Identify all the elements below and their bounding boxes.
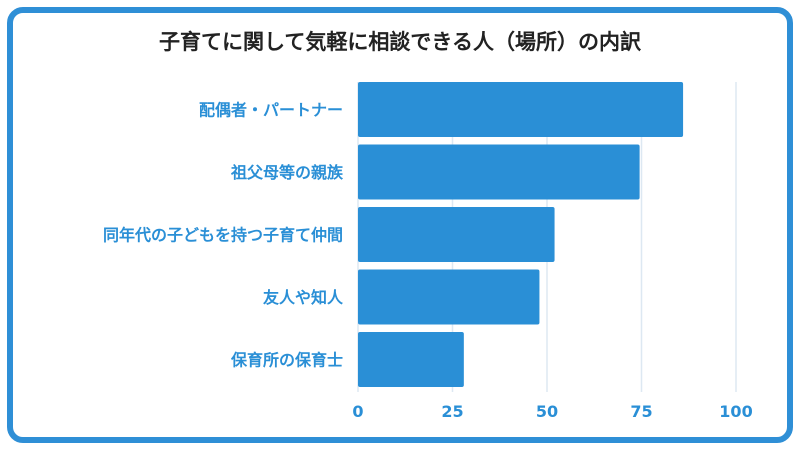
bar-4 — [358, 332, 464, 387]
x-tick-label: 25 — [441, 402, 463, 421]
category-label: 保育所の保育士 — [230, 351, 343, 370]
x-tick-label: 50 — [536, 402, 558, 421]
x-tick-label: 75 — [630, 402, 652, 421]
category-label: 同年代の子どもを持つ子育て仲間 — [103, 226, 343, 245]
bar-0 — [358, 82, 684, 137]
bar-3 — [358, 269, 540, 325]
category-label: 祖父母等の親族 — [230, 163, 344, 182]
category-label: 配偶者・パートナー — [199, 101, 343, 120]
bar-2 — [358, 207, 555, 262]
chart-title: 子育てに関して気軽に相談できる人（場所）の内訳 — [159, 30, 641, 54]
category-label: 友人や知人 — [263, 288, 344, 307]
bar-1 — [358, 144, 640, 200]
x-tick-label: 100 — [719, 402, 752, 421]
x-tick-label: 0 — [352, 402, 363, 421]
